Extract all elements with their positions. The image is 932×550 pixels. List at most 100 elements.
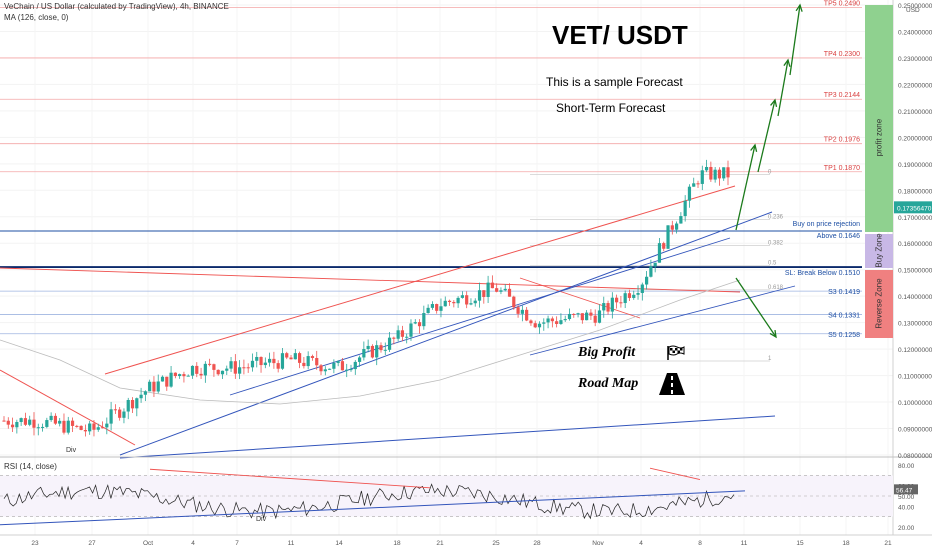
buy-rejection-label: Buy on price rejection xyxy=(793,221,860,228)
rsi-tag-label: 56.47 xyxy=(896,487,913,494)
profit-zone-label: profit zone xyxy=(874,118,884,157)
candle-body xyxy=(597,310,602,323)
candle-body xyxy=(396,330,400,339)
price-tag-box xyxy=(894,201,932,214)
time-tick-label: 18 xyxy=(842,540,850,547)
candle-body xyxy=(722,167,726,179)
rsi-tag-box xyxy=(894,484,918,495)
candle-body xyxy=(246,367,250,369)
candle-body xyxy=(362,349,366,358)
arrow-up-1-head xyxy=(750,143,758,152)
candle-body xyxy=(704,166,709,171)
candle-body xyxy=(62,420,66,433)
s3-label: S3 0.1419 xyxy=(828,289,860,296)
candle-body xyxy=(627,293,632,298)
candle-body xyxy=(443,300,447,307)
candle-body xyxy=(615,297,619,303)
candle-body xyxy=(332,362,336,369)
candle-body xyxy=(473,300,477,304)
candle-body xyxy=(169,372,173,387)
time-tick-label: 14 xyxy=(335,540,343,547)
time-tick-label: 21 xyxy=(436,540,444,547)
candle-body xyxy=(602,303,606,311)
sl-label: SL: Break Below 0.1510 xyxy=(785,270,860,277)
candle-body xyxy=(36,427,40,429)
price-tick-label: 0.08000000 xyxy=(898,453,932,460)
candle-body xyxy=(173,372,177,377)
candle-body xyxy=(542,322,546,324)
price-tick-label: 0.20000000 xyxy=(898,135,932,142)
upper-channel-line xyxy=(104,185,736,375)
candle-body xyxy=(460,295,464,298)
candle-body xyxy=(268,358,272,363)
candle-body xyxy=(435,304,439,311)
candle-body xyxy=(160,376,165,382)
candle-body xyxy=(687,186,692,201)
candle-body xyxy=(387,337,392,350)
candle-body xyxy=(366,345,370,350)
trend-lines xyxy=(0,185,796,459)
candle-body xyxy=(696,183,700,185)
price-tick-label: 0.15000000 xyxy=(898,268,932,275)
price-tick-label: 0.11000000 xyxy=(898,374,932,381)
candle-body xyxy=(143,391,147,395)
price-tick-label: 0.22000000 xyxy=(898,82,932,89)
candle-body xyxy=(263,362,267,366)
level-labels: TP5 0.2490 TP4 0.2300 TP3 0.2144 TP2 0.1976… xyxy=(66,1,860,454)
price-tick-label: 0.17000000 xyxy=(898,215,932,222)
candle-body xyxy=(375,345,379,358)
tp4-label: TP4 0.2300 xyxy=(824,51,860,58)
checkered-flag-icon xyxy=(667,345,685,360)
candle-body xyxy=(567,313,572,320)
tp2-label: TP2 0.1976 xyxy=(824,137,860,144)
long-support-line xyxy=(119,415,776,459)
resistance-line xyxy=(0,267,741,293)
time-tick-label: 27 xyxy=(88,540,96,547)
candle-body xyxy=(340,361,345,371)
candle-body xyxy=(417,322,422,327)
downtrend-line xyxy=(0,369,136,446)
candle-body xyxy=(19,418,23,423)
candle-body xyxy=(255,356,259,361)
price-tick-label: 0.19000000 xyxy=(898,162,932,169)
support-line xyxy=(529,285,796,356)
s5-label: S5 0.1258 xyxy=(828,332,860,339)
candle-body xyxy=(662,243,666,249)
candle-body xyxy=(45,420,49,427)
candle-body xyxy=(580,313,584,321)
rsi-trend-resistance xyxy=(149,468,431,489)
tp5-label: TP5 0.2490 xyxy=(824,1,860,8)
candle-body xyxy=(285,353,289,358)
rsi-div-label: Div xyxy=(256,516,267,523)
rsi-line xyxy=(3,483,735,520)
candle-body xyxy=(576,313,580,315)
candle-body xyxy=(242,367,246,369)
candle-body xyxy=(122,411,126,418)
candle-body xyxy=(563,319,567,321)
candle-body xyxy=(208,363,212,365)
price-tick-label: 0.16000000 xyxy=(898,241,932,248)
price-tag-label: 0.17356470 xyxy=(897,205,932,212)
candle-body xyxy=(490,282,494,289)
time-tick-label: 11 xyxy=(288,540,295,547)
candle-body xyxy=(572,313,576,315)
fib-label: 0.618 xyxy=(768,285,784,291)
price-tick-label: 0.21000000 xyxy=(898,109,932,116)
candle-body xyxy=(49,415,53,421)
candle-body xyxy=(203,363,207,376)
candle-body xyxy=(640,284,644,294)
candle-body xyxy=(199,373,203,376)
candle-body xyxy=(692,183,696,187)
candle-body xyxy=(306,356,310,367)
candle-body xyxy=(336,361,340,363)
candle-body xyxy=(447,300,452,303)
symbol-legend: VeChain / US Dollar (calculated by Tradi… xyxy=(4,2,229,11)
candle-body xyxy=(79,425,83,430)
candle-body xyxy=(216,369,220,375)
rsi-tick-label: 20.00 xyxy=(898,525,915,532)
candle-body xyxy=(666,225,670,249)
candle-body xyxy=(726,167,730,178)
candle-body xyxy=(512,296,516,308)
candle-body xyxy=(610,297,614,312)
